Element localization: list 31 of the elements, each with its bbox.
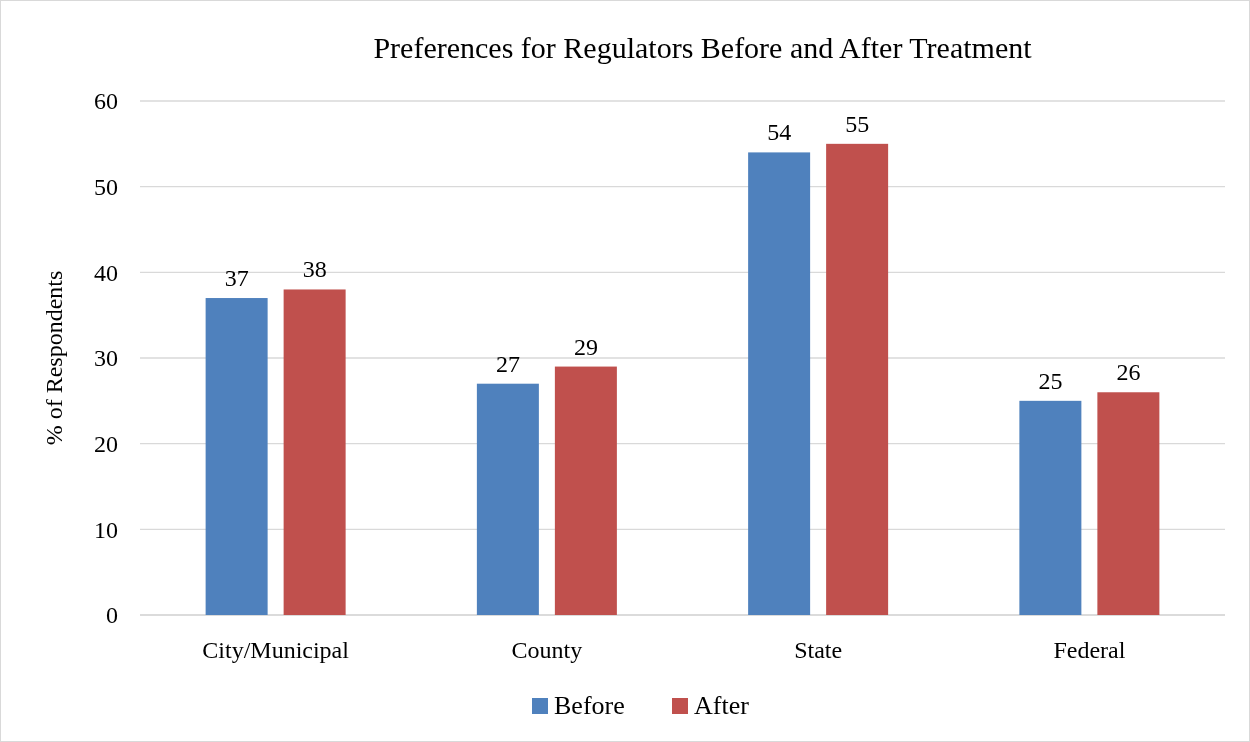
- bar: [1019, 400, 1082, 615]
- x-tick-label: Federal: [1053, 637, 1126, 663]
- data-label: 26: [1116, 359, 1141, 386]
- x-tick-label: State: [794, 637, 843, 663]
- bar: [554, 366, 617, 615]
- x-tick-label: City/Municipal: [202, 637, 350, 663]
- data-label: 38: [302, 256, 327, 283]
- y-axis-title: % of Respondents: [41, 270, 67, 446]
- y-tick-label: 50: [94, 174, 118, 201]
- bar: [476, 383, 539, 615]
- legend-label: Before: [554, 691, 625, 720]
- y-tick-label: 40: [94, 259, 118, 286]
- data-label: 25: [1038, 367, 1063, 394]
- y-tick-label: 0: [106, 602, 118, 629]
- y-tick-label: 60: [94, 88, 118, 115]
- data-label: 54: [767, 119, 792, 146]
- y-tick-label: 20: [94, 431, 118, 458]
- y-tick-label: 30: [94, 345, 118, 372]
- legend-label: After: [694, 691, 750, 720]
- data-label: 37: [224, 265, 249, 292]
- y-tick-label: 10: [94, 516, 118, 543]
- data-label: 27: [495, 350, 520, 377]
- bar: [205, 298, 268, 615]
- data-label: 55: [845, 110, 870, 137]
- bar: [283, 289, 346, 615]
- bar: [826, 143, 889, 615]
- bar: [1097, 392, 1160, 615]
- bar: [748, 152, 811, 615]
- data-label: 29: [573, 333, 598, 360]
- chart-title: Preferences for Regulators Before and After Treatment: [373, 31, 1033, 64]
- x-tick-label: County: [511, 637, 583, 663]
